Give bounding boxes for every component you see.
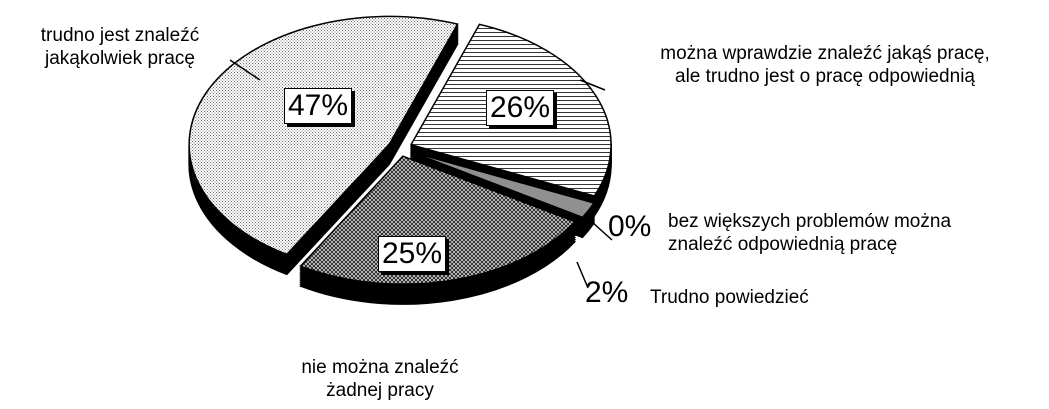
value-label: 2% [585,276,629,309]
category-label: Trudno powiedzieć [650,287,809,308]
leader-line [229,59,261,81]
slice [299,155,577,285]
category-label: można wprawdzie znaleźć jakąś pracę, ale… [660,43,990,87]
slice [410,151,596,219]
value-label: 47% [284,88,353,124]
value-label: 25% [378,236,447,272]
category-label: trudno jest znaleźć jakąkolwiek pracę [40,25,200,69]
value-label: 0% [608,210,652,243]
category-label: nie można znaleźć żadnej pracy [301,357,459,401]
leader-line [576,261,589,289]
category-label: bez większych problemów można znaleźć od… [668,211,952,255]
leader-line [579,79,606,91]
slice [188,15,459,256]
value-label: 26% [486,90,555,126]
leader-line [591,221,613,241]
